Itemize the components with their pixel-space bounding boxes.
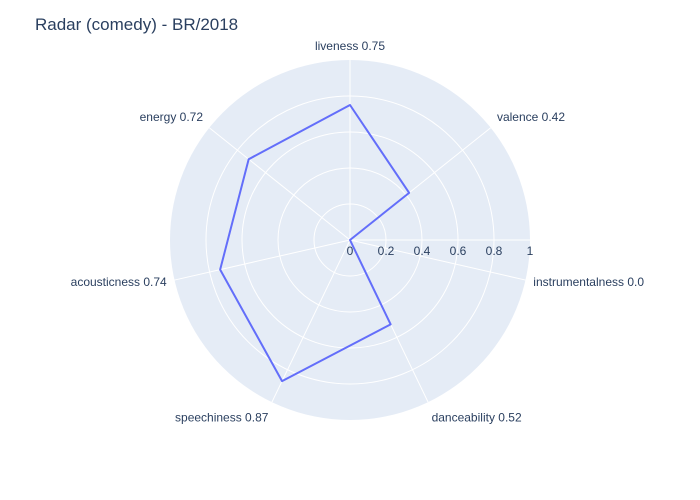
series-line: [219, 104, 411, 383]
spoke-line: [271, 239, 351, 403]
chart-title: Radar (comedy) - BR/2018: [35, 15, 238, 34]
radial-tick-label: 0.4: [414, 244, 431, 258]
radial-tick-label: 0: [347, 244, 354, 258]
category-labels: liveness 0.75 valence 0.42 instrumentalnes…: [71, 39, 645, 424]
radial-tick-label: 0.8: [486, 244, 503, 258]
radial-tick-label: 0.2: [378, 244, 395, 258]
series-layer: [219, 104, 411, 383]
category-label: danceability 0.52: [432, 410, 522, 424]
category-label: speechiness 0.87: [175, 410, 269, 424]
spoke-line: [174, 239, 351, 281]
spoke-line: [349, 239, 526, 281]
radial-tick-label: 0.6: [450, 244, 467, 258]
category-label: instrumentalness 0.0: [533, 275, 644, 289]
category-label: acousticness 0.74: [71, 275, 167, 289]
category-label: valence 0.42: [497, 110, 565, 124]
category-label: energy 0.72: [140, 110, 204, 124]
radial-tick-label: 1: [527, 244, 534, 258]
category-label: liveness 0.75: [315, 39, 385, 53]
radial-tick-labels: 0 0.2 0.4 0.6 0.8 1: [347, 244, 534, 258]
spoke-line: [208, 127, 351, 241]
